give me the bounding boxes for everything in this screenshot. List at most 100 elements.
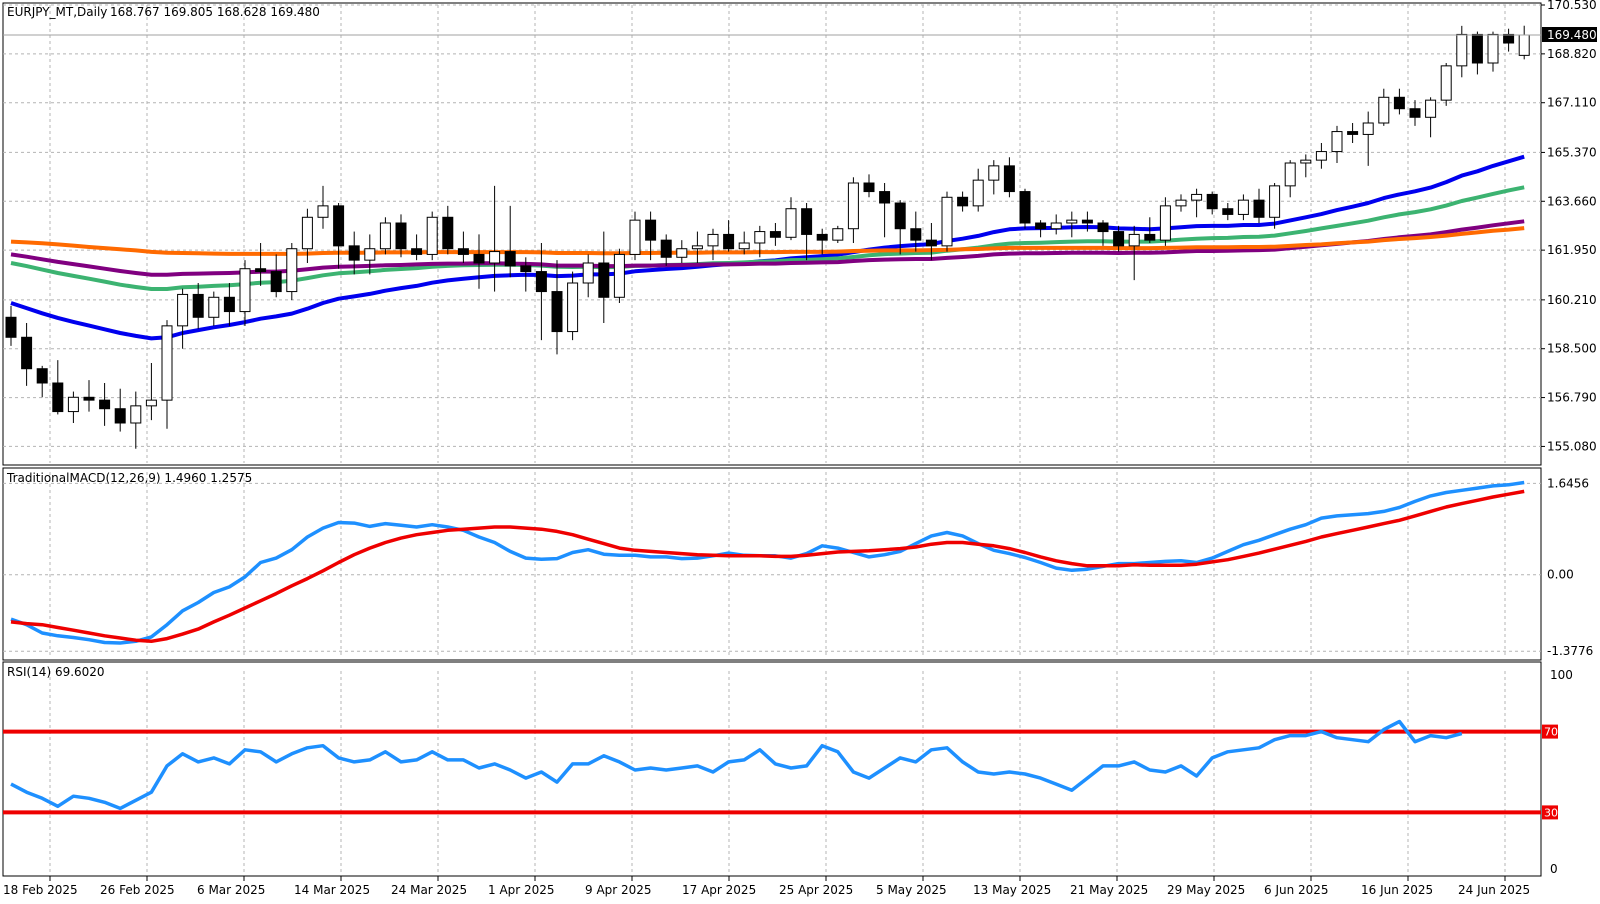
indicator-layer <box>3 480 1541 815</box>
candle-body <box>676 248 688 258</box>
candle <box>832 225 844 243</box>
rsi-label: RSI(14) 69.6020 <box>7 665 105 679</box>
candle-body <box>1159 205 1171 241</box>
candle <box>1300 154 1312 178</box>
candle <box>879 183 891 238</box>
price-tick-label: 160.210 <box>1547 293 1597 307</box>
candle-body <box>1503 33 1515 44</box>
candle <box>1003 157 1015 198</box>
macd-tick-label: 0.00 <box>1547 568 1574 582</box>
candle-body <box>613 253 625 298</box>
candle <box>1144 217 1156 243</box>
candle-body <box>161 325 173 401</box>
candle-body <box>5 316 17 338</box>
candle <box>21 323 33 386</box>
candle-body <box>239 268 251 313</box>
rsi-tick-label: 100 <box>1550 668 1573 682</box>
x-tick-label: 25 Apr 2025 <box>779 883 853 897</box>
candle-body <box>879 191 891 204</box>
x-tick-label: 24 Jun 2025 <box>1458 883 1530 897</box>
candle <box>925 223 937 261</box>
rsi-tick-label: 0 <box>1550 862 1558 876</box>
candle-body <box>301 216 313 250</box>
candle <box>395 214 407 258</box>
candle-body <box>1409 108 1421 118</box>
candle <box>1284 160 1296 198</box>
rsi-line <box>10 719 1463 811</box>
candle <box>1066 211 1078 238</box>
candle-body <box>1128 233 1140 247</box>
candle-body <box>1456 33 1468 67</box>
x-tick-label: 26 Feb 2025 <box>100 883 175 897</box>
candle-body <box>645 219 657 241</box>
rsi-level-box <box>1542 805 1558 820</box>
candle-body <box>1269 185 1281 218</box>
candle-body <box>910 228 922 241</box>
candle-body <box>1518 34 1530 56</box>
candle <box>1487 31 1499 72</box>
candle <box>785 197 797 241</box>
candle-body <box>1175 199 1187 207</box>
candle-body <box>957 196 969 207</box>
candle-body <box>1315 151 1327 161</box>
candle <box>208 291 220 326</box>
candle <box>1253 188 1265 223</box>
candle <box>1315 143 1327 169</box>
candle <box>67 391 79 423</box>
candle-body <box>894 202 906 230</box>
candle-body <box>1300 159 1312 164</box>
candle-body <box>36 368 48 384</box>
x-tick-label: 24 Mar 2025 <box>391 883 467 897</box>
candle-body <box>972 179 984 207</box>
macd-panel-frame <box>2 467 1542 661</box>
x-tick-label: 6 Jun 2025 <box>1264 883 1329 897</box>
price-tick-label: 158.500 <box>1547 342 1597 356</box>
candle-body <box>21 336 33 370</box>
candle <box>863 174 875 198</box>
candle <box>598 231 610 323</box>
price-tick-label: 163.660 <box>1547 194 1597 208</box>
candle <box>442 205 454 255</box>
candle-body <box>1347 131 1359 135</box>
candle-body <box>52 382 64 413</box>
moving-average-line <box>10 185 1525 291</box>
candle-body <box>707 233 719 247</box>
candle <box>145 363 157 421</box>
candle <box>489 185 501 292</box>
candle <box>1393 88 1405 115</box>
candle-layer <box>5 25 1530 449</box>
candle <box>1222 203 1234 221</box>
rsi-level-label: 70 <box>1544 726 1558 739</box>
candle <box>972 168 984 212</box>
candle-body <box>1331 131 1343 153</box>
candle <box>1425 97 1437 138</box>
candle <box>1019 188 1031 229</box>
candle <box>1503 28 1515 52</box>
candle <box>1456 25 1468 78</box>
price-tick-label: 167.110 <box>1547 96 1597 110</box>
candle <box>161 320 173 429</box>
candle-body <box>1191 193 1203 201</box>
candle <box>1050 214 1062 235</box>
candle-body <box>520 265 532 273</box>
candle <box>1035 220 1047 238</box>
candle <box>691 231 703 263</box>
candle <box>1159 197 1171 246</box>
candle <box>676 240 688 263</box>
price-panel-frame <box>2 2 1542 466</box>
candle <box>457 231 469 263</box>
candle <box>1113 225 1125 252</box>
candle-body <box>1206 193 1218 210</box>
candle-body <box>442 216 454 250</box>
rsi-level-label: 30 <box>1544 806 1558 819</box>
candle-body <box>1425 99 1437 118</box>
candle-body <box>925 239 937 247</box>
candle <box>1237 194 1249 221</box>
candle <box>738 231 750 255</box>
candle-body <box>1144 233 1156 241</box>
candle <box>1347 123 1359 143</box>
candle-body <box>114 408 126 424</box>
macd-label: TraditionalMACD(12,26,9) 1.4960 1.2575 <box>6 471 252 485</box>
